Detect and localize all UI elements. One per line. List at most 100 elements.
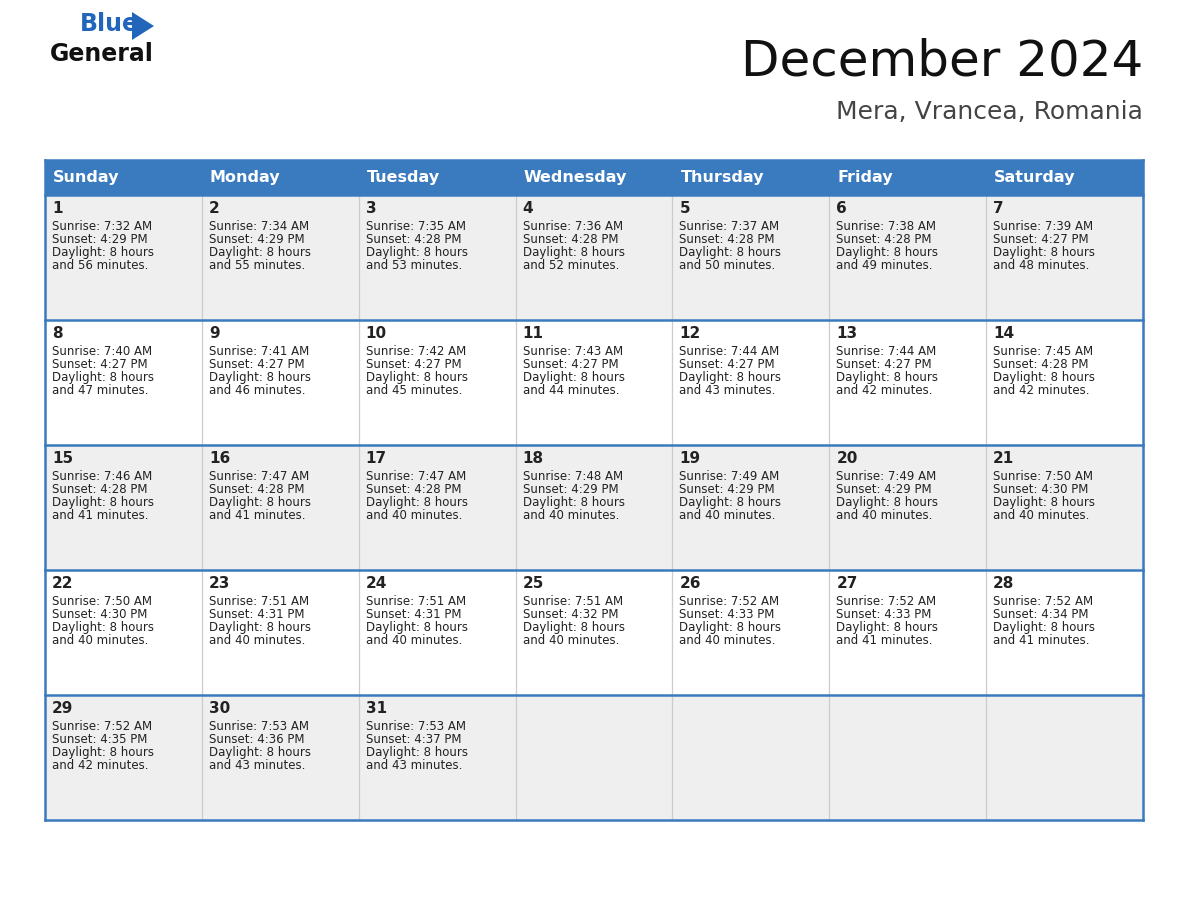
Text: Sunrise: 7:51 AM: Sunrise: 7:51 AM	[366, 595, 466, 608]
Text: and 40 minutes.: and 40 minutes.	[680, 634, 776, 647]
Text: Sunset: 4:29 PM: Sunset: 4:29 PM	[209, 233, 304, 246]
Text: 29: 29	[52, 701, 74, 716]
Text: Sunset: 4:31 PM: Sunset: 4:31 PM	[209, 608, 304, 621]
Text: Sunrise: 7:52 AM: Sunrise: 7:52 AM	[836, 595, 936, 608]
Text: Sunset: 4:27 PM: Sunset: 4:27 PM	[836, 358, 931, 371]
Text: Sunrise: 7:53 AM: Sunrise: 7:53 AM	[366, 720, 466, 733]
Text: and 42 minutes.: and 42 minutes.	[993, 384, 1089, 397]
Text: Sunrise: 7:49 AM: Sunrise: 7:49 AM	[680, 470, 779, 483]
Text: Sunrise: 7:52 AM: Sunrise: 7:52 AM	[52, 720, 152, 733]
Text: 24: 24	[366, 576, 387, 591]
Text: Daylight: 8 hours: Daylight: 8 hours	[836, 496, 939, 509]
Text: and 41 minutes.: and 41 minutes.	[52, 509, 148, 522]
Text: 31: 31	[366, 701, 387, 716]
Text: December 2024: December 2024	[741, 38, 1143, 86]
Text: 13: 13	[836, 326, 858, 341]
Text: Sunset: 4:36 PM: Sunset: 4:36 PM	[209, 733, 304, 746]
Text: 16: 16	[209, 451, 230, 466]
Text: 10: 10	[366, 326, 387, 341]
Text: Sunrise: 7:48 AM: Sunrise: 7:48 AM	[523, 470, 623, 483]
Text: Daylight: 8 hours: Daylight: 8 hours	[52, 746, 154, 759]
Text: Daylight: 8 hours: Daylight: 8 hours	[52, 371, 154, 384]
Text: 27: 27	[836, 576, 858, 591]
Text: Daylight: 8 hours: Daylight: 8 hours	[366, 371, 468, 384]
Text: Daylight: 8 hours: Daylight: 8 hours	[680, 246, 782, 259]
Text: and 46 minutes.: and 46 minutes.	[209, 384, 305, 397]
Text: Daylight: 8 hours: Daylight: 8 hours	[52, 621, 154, 634]
Text: Daylight: 8 hours: Daylight: 8 hours	[523, 496, 625, 509]
Text: Sunrise: 7:37 AM: Sunrise: 7:37 AM	[680, 220, 779, 233]
Text: and 47 minutes.: and 47 minutes.	[52, 384, 148, 397]
Text: and 55 minutes.: and 55 minutes.	[209, 259, 305, 272]
Text: Sunrise: 7:32 AM: Sunrise: 7:32 AM	[52, 220, 152, 233]
Text: Mera, Vrancea, Romania: Mera, Vrancea, Romania	[836, 100, 1143, 124]
Text: 2: 2	[209, 201, 220, 216]
Text: Sunset: 4:29 PM: Sunset: 4:29 PM	[523, 483, 618, 496]
Text: Sunrise: 7:36 AM: Sunrise: 7:36 AM	[523, 220, 623, 233]
Text: 17: 17	[366, 451, 387, 466]
Text: Sunrise: 7:50 AM: Sunrise: 7:50 AM	[993, 470, 1093, 483]
Text: and 40 minutes.: and 40 minutes.	[836, 509, 933, 522]
Text: Sunset: 4:33 PM: Sunset: 4:33 PM	[836, 608, 931, 621]
Text: Daylight: 8 hours: Daylight: 8 hours	[993, 621, 1095, 634]
Text: and 50 minutes.: and 50 minutes.	[680, 259, 776, 272]
Bar	[45, 445, 1143, 570]
Text: and 48 minutes.: and 48 minutes.	[993, 259, 1089, 272]
Text: Sunrise: 7:35 AM: Sunrise: 7:35 AM	[366, 220, 466, 233]
Text: Daylight: 8 hours: Daylight: 8 hours	[836, 371, 939, 384]
Text: Saturday: Saturday	[994, 170, 1075, 185]
Text: Sunset: 4:29 PM: Sunset: 4:29 PM	[836, 483, 931, 496]
Text: and 52 minutes.: and 52 minutes.	[523, 259, 619, 272]
Text: 12: 12	[680, 326, 701, 341]
Text: 5: 5	[680, 201, 690, 216]
Text: Sunset: 4:28 PM: Sunset: 4:28 PM	[523, 233, 618, 246]
Text: Daylight: 8 hours: Daylight: 8 hours	[209, 496, 311, 509]
Text: and 40 minutes.: and 40 minutes.	[366, 509, 462, 522]
Text: Thursday: Thursday	[681, 170, 764, 185]
Text: and 40 minutes.: and 40 minutes.	[366, 634, 462, 647]
Text: Monday: Monday	[210, 170, 280, 185]
Text: Sunset: 4:29 PM: Sunset: 4:29 PM	[680, 483, 775, 496]
Text: 26: 26	[680, 576, 701, 591]
Text: 14: 14	[993, 326, 1015, 341]
Text: Sunset: 4:31 PM: Sunset: 4:31 PM	[366, 608, 461, 621]
Text: Sunrise: 7:52 AM: Sunrise: 7:52 AM	[680, 595, 779, 608]
Text: Sunset: 4:27 PM: Sunset: 4:27 PM	[993, 233, 1088, 246]
Text: Sunset: 4:28 PM: Sunset: 4:28 PM	[993, 358, 1088, 371]
Text: 30: 30	[209, 701, 230, 716]
Text: Sunset: 4:30 PM: Sunset: 4:30 PM	[52, 608, 147, 621]
Text: 28: 28	[993, 576, 1015, 591]
Text: Daylight: 8 hours: Daylight: 8 hours	[209, 621, 311, 634]
Text: Sunrise: 7:50 AM: Sunrise: 7:50 AM	[52, 595, 152, 608]
Text: and 45 minutes.: and 45 minutes.	[366, 384, 462, 397]
Text: Sunset: 4:33 PM: Sunset: 4:33 PM	[680, 608, 775, 621]
Text: Sunrise: 7:47 AM: Sunrise: 7:47 AM	[209, 470, 309, 483]
Text: and 40 minutes.: and 40 minutes.	[993, 509, 1089, 522]
Text: Sunrise: 7:51 AM: Sunrise: 7:51 AM	[523, 595, 623, 608]
Text: Blue: Blue	[80, 12, 139, 36]
Text: Daylight: 8 hours: Daylight: 8 hours	[680, 496, 782, 509]
Text: 3: 3	[366, 201, 377, 216]
Text: Sunrise: 7:49 AM: Sunrise: 7:49 AM	[836, 470, 936, 483]
Text: Tuesday: Tuesday	[367, 170, 440, 185]
Text: Daylight: 8 hours: Daylight: 8 hours	[993, 496, 1095, 509]
Text: Sunset: 4:28 PM: Sunset: 4:28 PM	[680, 233, 775, 246]
Text: Wednesday: Wednesday	[524, 170, 627, 185]
Text: 20: 20	[836, 451, 858, 466]
Text: Daylight: 8 hours: Daylight: 8 hours	[52, 496, 154, 509]
Text: Sunrise: 7:39 AM: Sunrise: 7:39 AM	[993, 220, 1093, 233]
Text: Sunset: 4:34 PM: Sunset: 4:34 PM	[993, 608, 1088, 621]
Text: Sunset: 4:28 PM: Sunset: 4:28 PM	[209, 483, 304, 496]
Text: and 44 minutes.: and 44 minutes.	[523, 384, 619, 397]
Text: Sunset: 4:37 PM: Sunset: 4:37 PM	[366, 733, 461, 746]
Text: Sunrise: 7:41 AM: Sunrise: 7:41 AM	[209, 345, 309, 358]
Text: and 40 minutes.: and 40 minutes.	[523, 509, 619, 522]
Text: Daylight: 8 hours: Daylight: 8 hours	[209, 746, 311, 759]
Text: and 41 minutes.: and 41 minutes.	[836, 634, 933, 647]
Text: 18: 18	[523, 451, 544, 466]
Text: Sunset: 4:35 PM: Sunset: 4:35 PM	[52, 733, 147, 746]
Text: Sunrise: 7:47 AM: Sunrise: 7:47 AM	[366, 470, 466, 483]
Text: Daylight: 8 hours: Daylight: 8 hours	[993, 246, 1095, 259]
Text: 23: 23	[209, 576, 230, 591]
Text: 7: 7	[993, 201, 1004, 216]
